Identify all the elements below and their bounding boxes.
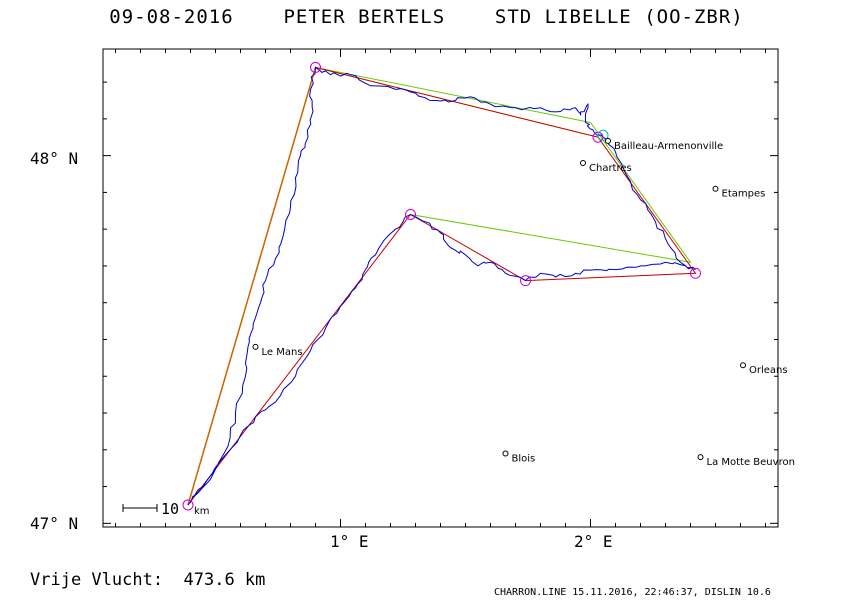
lon-label-1: 1° E [330,532,369,551]
turnpoint-layer [182,61,701,511]
city-marker [697,454,704,461]
lat-label-48: 48° N [30,149,78,168]
city-label: Blois [512,453,536,464]
program-info: CHARRON.LINE 15.11.2016, 22:46:37, DISLI… [494,587,771,598]
city-label: La Motte Beuvron [707,457,795,468]
optimized-route [187,66,599,506]
turnpoint-marker [405,208,416,220]
flight-date: 09-08-2016 [109,6,234,28]
city-marker [740,362,746,369]
track-layer [187,66,696,506]
turnpoint-marker [592,131,604,143]
city-marker [580,159,586,166]
glider-name: STD LIBELLE (OO-ZBR) [494,6,744,28]
scale-bar-value: 10 [161,500,179,518]
scale-bar: 10 km [122,500,210,518]
scored-route [187,66,697,506]
city-marker [605,137,611,144]
first-leg [187,67,317,506]
route-layer [187,66,697,506]
city-marker [502,450,509,457]
pilot-name: PETER BERTELS [283,6,446,28]
lon-label-2: 2° E [574,532,613,551]
start-marker [597,129,609,141]
city-label: Bailleau-Armenonville [614,141,723,152]
city-label: Le Mans [262,347,303,358]
lat-label-47: 47° N [30,514,78,533]
city-marker [712,185,719,192]
city-label: Chartres [589,163,632,174]
scale-bar-unit: km [194,506,210,517]
flight-title: 09-08-2016 PETER BERTELS STD LIBELLE (OO… [0,6,853,28]
turnpoint-marker [690,267,701,279]
turnpoint-marker [310,61,321,73]
turnpoint-marker [182,499,194,511]
city-marker [252,343,259,350]
city-layer: Bailleau-Armenonville Chartres Etampes Le M… [252,137,795,468]
city-label: Orleans [749,365,788,376]
turnpoint-marker [520,275,531,287]
city-label: Etampes [722,189,766,200]
axis-ticks [103,49,778,527]
plot-frame [102,48,779,528]
flight-track [187,66,696,506]
free-flight-distance: Vrije Vlucht: 473.6 km [30,570,266,590]
